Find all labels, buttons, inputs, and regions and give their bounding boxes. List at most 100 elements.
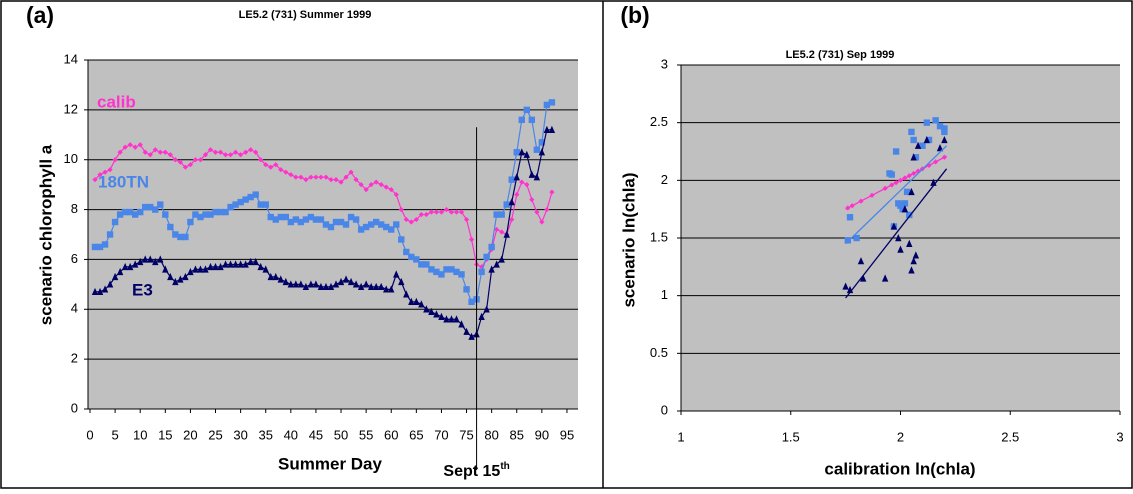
marker [914,141,922,149]
marker [403,290,410,298]
marker [458,209,465,215]
marker [343,174,349,180]
marker [383,285,390,293]
marker [408,297,415,306]
marker [901,205,909,213]
marker [293,174,299,180]
annotation: Sept 15th [443,461,509,481]
marker [453,268,460,276]
marker [91,287,99,296]
marker [897,202,904,209]
marker [217,262,224,271]
marker [448,209,455,215]
marker [393,192,399,198]
marker [544,206,550,213]
marker [297,218,305,226]
marker [152,147,158,153]
marker [888,171,895,178]
marker [519,179,525,185]
marker [106,280,114,288]
marker [327,223,335,231]
marker [167,152,173,158]
marker [941,125,948,132]
marker [549,189,555,195]
x-tick-label: 3 [1116,429,1123,444]
marker [232,201,239,208]
marker [513,149,520,156]
x-tick-label: 2 [897,429,904,444]
marker [508,176,515,183]
marker [157,201,164,208]
marker [277,275,284,283]
marker [322,221,330,228]
marker [272,216,279,223]
y-axis-label: scenario chlorophyll a [36,144,55,325]
marker [332,280,340,288]
marker [857,257,865,265]
marker [533,146,541,153]
panel-label: (a) [26,2,54,28]
marker [463,286,470,293]
marker [197,265,204,273]
marker [388,187,394,193]
marker [443,206,450,213]
marker [408,219,414,225]
marker [267,272,274,281]
marker [372,218,380,226]
y-tick-label: 14 [64,51,78,66]
marker [523,150,530,158]
marker [503,201,510,208]
marker [287,280,295,288]
marker [483,253,490,261]
marker [418,300,425,308]
marker [282,213,290,221]
marker [543,125,551,133]
marker [357,226,365,233]
marker [438,312,445,320]
trend-line [845,145,948,245]
marker [413,256,420,263]
marker [352,216,360,223]
marker [906,211,913,219]
marker [182,233,189,241]
marker [187,218,194,226]
marker [538,148,546,156]
marker [393,221,400,228]
y-axis-label: scenario ln(chla) [619,172,638,307]
marker [292,216,300,223]
marker [499,229,505,235]
marker [202,211,209,218]
marker [518,116,525,124]
marker [257,262,264,271]
x-tick-label: 45 [309,427,323,442]
marker [899,205,906,213]
marker [302,282,310,291]
trend-line [845,168,948,299]
marker [418,261,425,268]
y-tick-label: 12 [64,101,78,116]
x-tick-label: 30 [233,427,247,442]
marker [126,208,134,216]
marker [423,305,430,313]
marker [212,149,219,155]
marker [121,262,129,271]
trend-line [845,155,947,210]
marker [348,169,354,175]
x-tick-label: 1.5 [782,429,800,444]
marker [383,223,390,231]
marker [528,116,536,124]
marker [923,135,931,144]
marker [328,177,334,183]
chart-title: LE5.2 (731) Summer 1999 [239,9,372,21]
marker [483,305,490,313]
marker [238,152,244,158]
marker [925,136,933,144]
marker [413,216,419,223]
marker [172,157,178,163]
y-tick-label: 2 [661,172,668,187]
marker [317,216,325,223]
marker [177,159,183,165]
marker [358,182,364,188]
x-tick-label: 15 [158,427,172,442]
